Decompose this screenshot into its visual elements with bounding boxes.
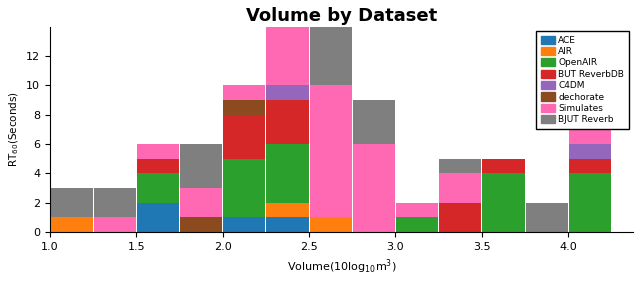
Bar xyxy=(223,218,266,232)
Bar xyxy=(569,144,611,159)
Bar xyxy=(266,27,308,85)
Bar xyxy=(310,85,352,218)
Bar xyxy=(353,144,395,232)
Bar xyxy=(569,85,611,144)
Bar xyxy=(93,218,136,232)
Bar xyxy=(483,159,525,173)
Bar xyxy=(569,159,611,173)
Bar xyxy=(137,173,179,203)
Bar xyxy=(310,27,352,85)
Bar xyxy=(51,188,93,218)
Bar xyxy=(223,100,266,115)
Bar xyxy=(137,144,179,159)
Bar xyxy=(396,203,438,218)
Bar xyxy=(310,218,352,232)
Bar xyxy=(180,188,222,218)
Bar xyxy=(439,159,481,173)
Bar xyxy=(569,173,611,232)
Bar xyxy=(93,188,136,218)
Bar xyxy=(266,100,308,144)
Bar xyxy=(439,203,481,232)
Bar xyxy=(180,218,222,232)
Bar xyxy=(223,85,266,100)
Bar xyxy=(223,159,266,218)
Bar xyxy=(180,144,222,188)
Y-axis label: RT$_{60}$(Seconds): RT$_{60}$(Seconds) xyxy=(7,91,20,167)
Bar xyxy=(353,100,395,144)
Bar xyxy=(439,173,481,203)
Bar xyxy=(266,203,308,218)
X-axis label: Volume(10log$_{10}$m$^3$): Volume(10log$_{10}$m$^3$) xyxy=(287,258,396,276)
Bar xyxy=(483,173,525,232)
Bar xyxy=(223,115,266,159)
Bar xyxy=(266,218,308,232)
Title: Volume by Dataset: Volume by Dataset xyxy=(246,7,437,25)
Bar xyxy=(525,203,568,232)
Bar xyxy=(396,218,438,232)
Bar xyxy=(266,144,308,203)
Legend: ACE, AIR, OpenAIR, BUT ReverbDB, C4DM, dechorate, Simulates, BJUT Reverb: ACE, AIR, OpenAIR, BUT ReverbDB, C4DM, d… xyxy=(536,31,628,129)
Bar xyxy=(266,85,308,100)
Bar xyxy=(51,218,93,232)
Bar xyxy=(137,203,179,232)
Bar xyxy=(137,159,179,173)
